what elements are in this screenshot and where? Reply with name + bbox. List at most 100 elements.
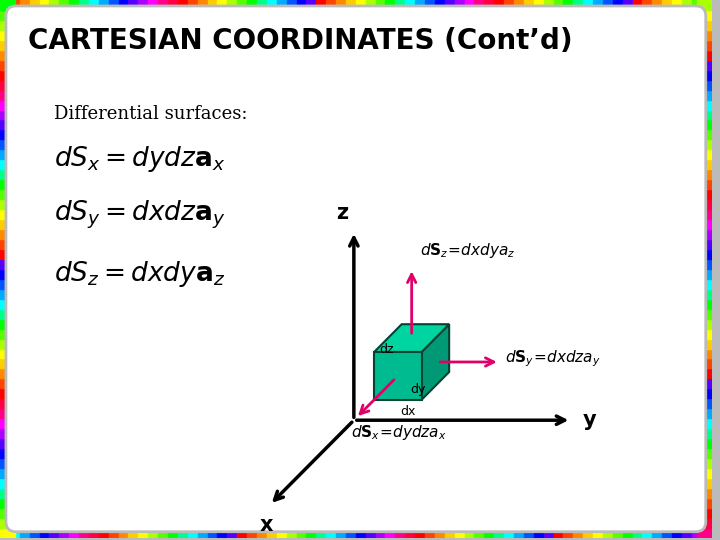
Bar	[697, 119, 711, 130]
Bar	[697, 239, 711, 249]
Bar	[0, 523, 10, 538]
Bar	[642, 0, 652, 15]
Bar	[366, 0, 376, 15]
Bar	[0, 528, 15, 538]
Bar	[445, 0, 455, 15]
Bar	[697, 60, 711, 70]
Bar	[652, 523, 662, 538]
Bar	[524, 0, 534, 15]
Bar	[697, 169, 711, 179]
Bar	[59, 0, 69, 15]
Polygon shape	[422, 324, 449, 400]
Bar	[198, 523, 207, 538]
Bar	[0, 279, 15, 289]
Bar	[697, 110, 711, 119]
Bar	[0, 30, 15, 40]
Bar	[697, 130, 711, 139]
Bar	[109, 0, 119, 15]
Bar	[207, 0, 217, 15]
Bar	[623, 523, 633, 538]
Bar	[697, 229, 711, 239]
Bar	[697, 359, 711, 368]
Bar	[79, 0, 89, 15]
Bar	[633, 523, 642, 538]
Bar	[69, 0, 79, 15]
Bar	[697, 30, 711, 40]
Bar	[0, 70, 15, 80]
Bar	[593, 523, 603, 538]
Bar	[697, 139, 711, 150]
Text: dx: dx	[400, 404, 415, 418]
Bar	[697, 279, 711, 289]
Bar	[514, 523, 524, 538]
Bar	[474, 0, 485, 15]
Bar	[0, 399, 15, 408]
Bar	[697, 379, 711, 388]
Bar	[0, 139, 15, 150]
Bar	[697, 528, 711, 538]
Bar	[0, 368, 15, 379]
Bar	[257, 523, 267, 538]
Bar	[672, 0, 682, 15]
Bar	[228, 0, 237, 15]
Bar	[697, 179, 711, 189]
Bar	[534, 0, 544, 15]
Bar	[697, 458, 711, 468]
Bar	[697, 150, 711, 159]
Bar	[138, 523, 148, 538]
Bar	[0, 329, 15, 339]
Bar	[267, 523, 276, 538]
Bar	[0, 289, 15, 299]
Bar	[385, 0, 395, 15]
Bar	[682, 523, 692, 538]
Bar	[613, 0, 623, 15]
Bar	[198, 0, 207, 15]
FancyBboxPatch shape	[6, 6, 706, 532]
Text: CARTESIAN COORDINATES (Cont’d): CARTESIAN COORDINATES (Cont’d)	[27, 27, 572, 55]
Bar	[603, 0, 613, 15]
Bar	[297, 523, 307, 538]
Bar	[534, 523, 544, 538]
Bar	[455, 0, 464, 15]
Bar	[697, 388, 711, 399]
Bar	[287, 0, 297, 15]
Bar	[247, 523, 257, 538]
Bar	[89, 523, 99, 538]
Bar	[69, 523, 79, 538]
Bar	[287, 523, 297, 538]
Bar	[0, 169, 15, 179]
Bar	[10, 0, 19, 15]
Bar	[0, 299, 15, 309]
Bar	[0, 348, 15, 359]
Bar	[697, 399, 711, 408]
Bar	[642, 523, 652, 538]
Bar	[0, 209, 15, 219]
Bar	[702, 0, 711, 15]
Bar	[307, 0, 316, 15]
Bar	[662, 523, 672, 538]
Bar	[697, 209, 711, 219]
Bar	[237, 523, 247, 538]
Bar	[99, 523, 109, 538]
Bar	[326, 0, 336, 15]
Bar	[79, 523, 89, 538]
Text: $d\mathit{S}_y = d\mathit{x}d\mathit{z}\mathbf{a}_y$: $d\mathit{S}_y = d\mathit{x}d\mathit{z}\…	[55, 199, 226, 232]
Bar	[346, 0, 356, 15]
Bar	[326, 523, 336, 538]
Bar	[697, 438, 711, 448]
Text: $d\mathbf{S}_x\!=\!dydza_x$: $d\mathbf{S}_x\!=\!dydza_x$	[351, 423, 446, 442]
Bar	[247, 0, 257, 15]
Bar	[435, 0, 445, 15]
Bar	[158, 523, 168, 538]
Bar	[697, 219, 711, 229]
Bar	[697, 448, 711, 458]
Bar	[366, 523, 376, 538]
Bar	[0, 249, 15, 259]
Bar	[445, 523, 455, 538]
Polygon shape	[374, 352, 422, 400]
Bar	[652, 0, 662, 15]
Bar	[0, 488, 15, 498]
Bar	[276, 0, 287, 15]
Bar	[494, 0, 504, 15]
Bar	[573, 0, 583, 15]
